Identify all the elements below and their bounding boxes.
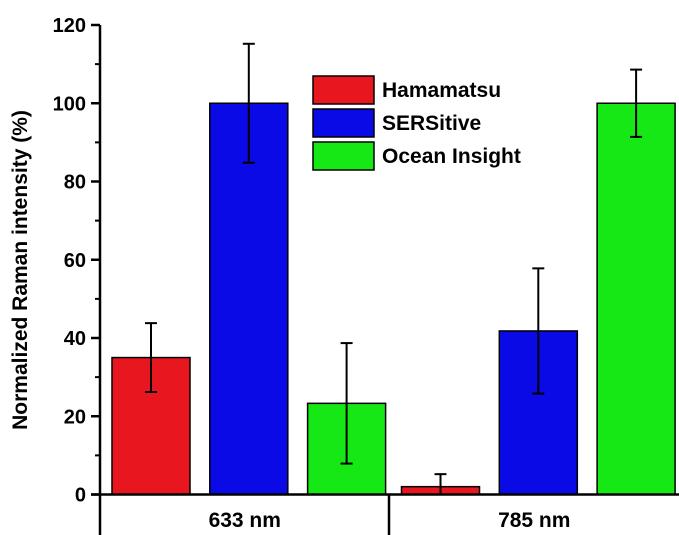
axes-layer: 0 20 40 60 80 100 120 633 nm 785 nm — [53, 15, 679, 535]
legend-swatch-hamamatsu — [312, 75, 375, 105]
legend-swatch-ocean-insight — [312, 141, 375, 171]
y-tick-label: 100 — [53, 93, 86, 115]
y-tick-label: 80 — [64, 172, 86, 194]
legend-label: Ocean Insight — [382, 145, 521, 168]
y-tick-label: 0 — [75, 485, 86, 507]
legend-swatch-sersitive — [312, 108, 375, 138]
y-tick-label: 60 — [64, 250, 86, 272]
legend: Hamamatsu SERSitive Ocean Insight — [312, 75, 521, 171]
x-category-label: 633 nm — [209, 509, 281, 532]
x-category-label: 785 nm — [498, 509, 570, 532]
bar-ocean-insight-1 — [596, 102, 676, 496]
y-tick-label: 40 — [64, 328, 86, 350]
y-tick-label: 20 — [64, 406, 86, 428]
legend-label: Hamamatsu — [382, 79, 501, 102]
y-axis-title: Normalized Raman intensity (%) — [9, 110, 32, 430]
y-tick-label: 120 — [53, 15, 86, 37]
legend-label: SERSitive — [382, 112, 481, 135]
